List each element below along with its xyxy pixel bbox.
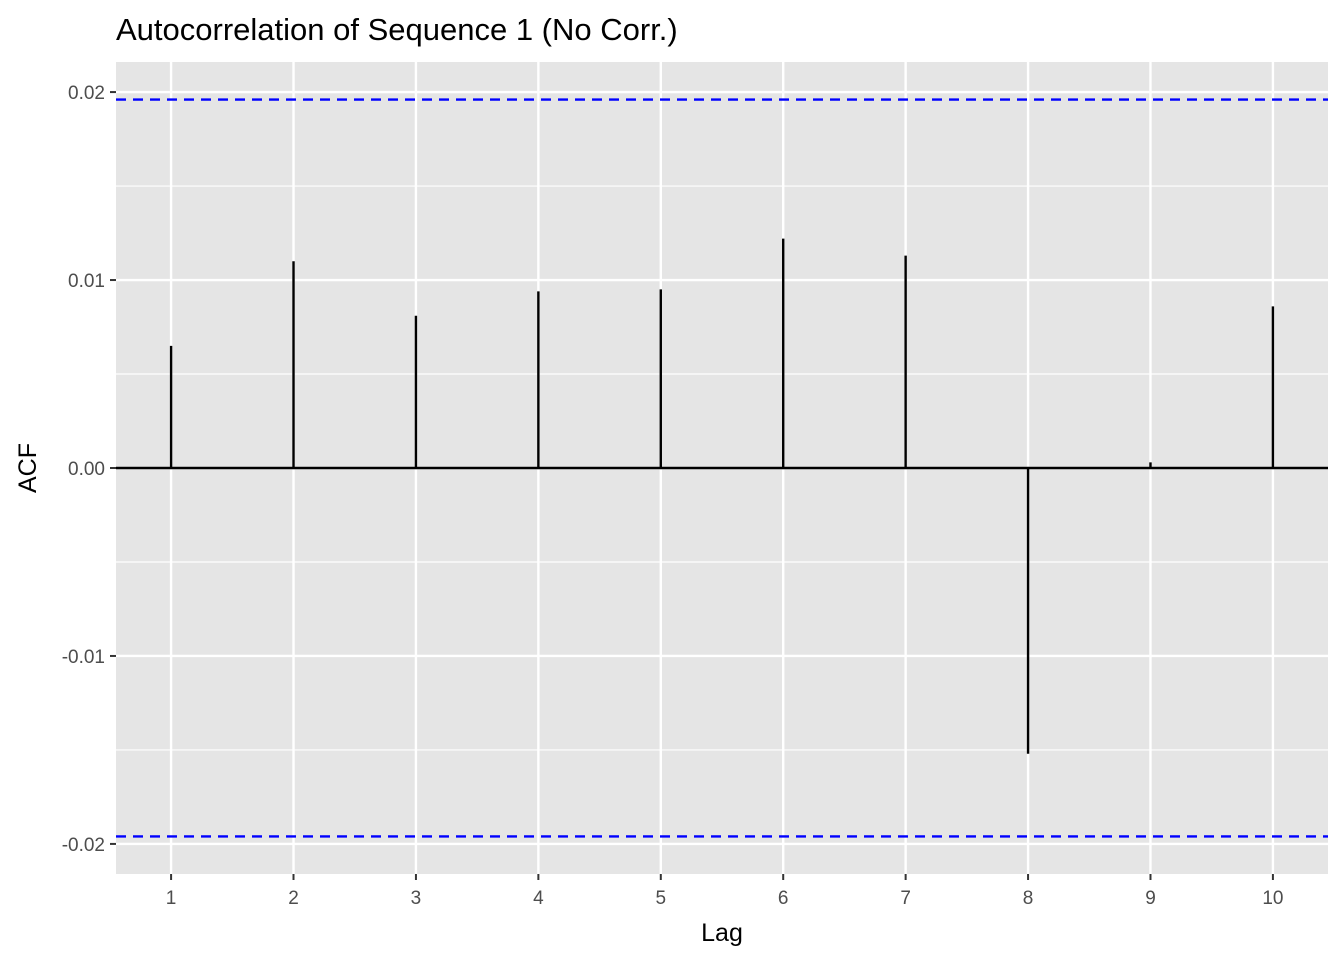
y-tick-label: 0.00 <box>68 459 105 480</box>
x-tick-label: 3 <box>411 888 422 909</box>
y-axis-title: ACF <box>14 443 42 493</box>
x-axis: 1 2 3 4 5 6 7 8 9 10 <box>166 874 1283 909</box>
chart-title: Autocorrelation of Sequence 1 (No Corr.) <box>116 12 678 47</box>
x-axis-title: Lag <box>701 919 743 947</box>
x-tick-label: 8 <box>1023 888 1034 909</box>
x-tick-label: 10 <box>1262 888 1283 909</box>
confidence-lines <box>116 98 1328 838</box>
y-tick-label: -0.02 <box>62 835 105 856</box>
x-tick-label: 1 <box>166 888 177 909</box>
x-tick-label: 4 <box>533 888 544 909</box>
x-tick-label: 6 <box>778 888 789 909</box>
x-tick-label: 7 <box>900 888 911 909</box>
y-tick-label: 0.02 <box>68 83 105 104</box>
y-tick-label: -0.01 <box>62 647 105 668</box>
y-tick-label: 0.01 <box>68 271 105 292</box>
x-tick-label: 2 <box>288 888 299 909</box>
x-tick-label: 5 <box>655 888 666 909</box>
grid-minor <box>116 185 1328 751</box>
y-axis: -0.02 -0.01 0.00 0.01 0.02 <box>62 83 116 856</box>
x-tick-label: 9 <box>1145 888 1156 909</box>
acf-bars <box>169 238 1275 754</box>
